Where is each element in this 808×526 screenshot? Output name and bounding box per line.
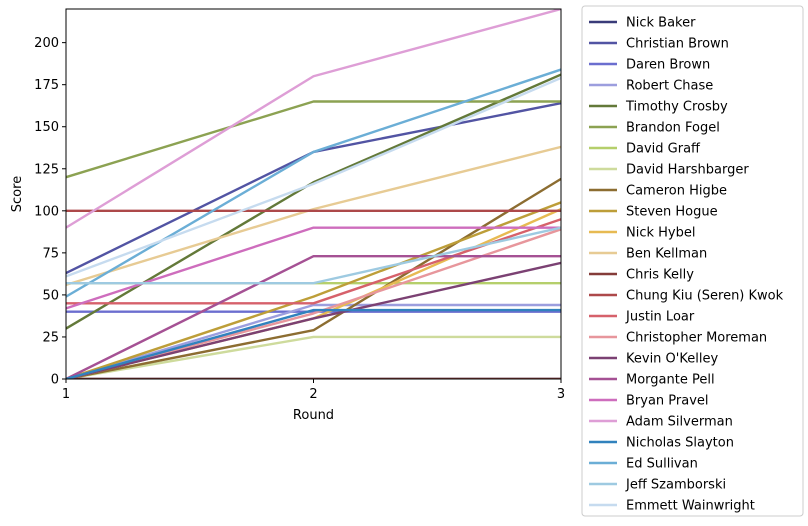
legend-item: Christian Brown [589, 37, 729, 52]
series-line-20 [66, 308, 561, 379]
legend-label: Cameron Higbe [626, 184, 727, 199]
y-tick-label: 75 [42, 246, 59, 261]
plot-frame [65, 8, 562, 380]
y-tick-label: 100 [34, 204, 59, 219]
legend: Nick Baker Christian Brown Daren Brown Robe… [581, 5, 804, 517]
legend-label: Timothy Crosby [625, 100, 728, 115]
series-line-18 [66, 226, 561, 310]
legend-item: Morgante Pell [589, 373, 715, 388]
y-tick-label: 150 [34, 120, 59, 135]
legend-label: Ben Kellman [626, 247, 707, 262]
legend-label: Nick Baker [626, 16, 696, 31]
legend-label: Nicholas Slayton [626, 436, 734, 451]
legend-item: Robert Chase [589, 79, 713, 94]
series-line-7 [66, 335, 561, 379]
series-line-16 [66, 261, 561, 379]
legend-item: Chris Kelly [589, 268, 694, 283]
y-axis: 0 25 50 75 100 125 150 175 200 [34, 36, 66, 388]
y-tick-label: 175 [34, 78, 59, 93]
legend-label: Kevin O'Kelley [626, 352, 718, 367]
series-lines [66, 9, 561, 379]
series-line-19 [66, 9, 561, 229]
legend-item: Brandon Fogel [589, 121, 720, 136]
series-line-8 [66, 177, 561, 379]
legend-item: Daren Brown [589, 58, 710, 73]
x-tick-label: 2 [309, 387, 317, 402]
legend-frame [581, 5, 804, 517]
legend-label: Daren Brown [626, 58, 710, 73]
x-axis: 1 2 3 [62, 379, 565, 402]
series-line-22 [66, 226, 561, 285]
series-line-4 [66, 73, 561, 330]
y-tick-label: 200 [34, 36, 59, 51]
legend-label: Nick Hybel [626, 226, 695, 241]
y-tick-label: 0 [51, 373, 59, 388]
legend-item: Emmett Wainwright [589, 499, 755, 514]
legend-item: Nicholas Slayton [589, 436, 734, 451]
series-line-23 [66, 76, 561, 278]
y-axis-label: Score [10, 176, 25, 212]
legend-label: Robert Chase [626, 79, 713, 94]
legend-item: Kevin O'Kelley [589, 352, 718, 367]
legend-label: Adam Silverman [626, 415, 733, 430]
legend-item: Cameron Higbe [589, 184, 727, 199]
legend-label: David Harshbarger [626, 163, 749, 178]
legend-item: Chung Kiu (Seren) Kwok [589, 289, 784, 304]
legend-label: Bryan Pravel [626, 394, 709, 409]
legend-item: Justin Loar [589, 310, 695, 325]
y-tick-label: 125 [34, 162, 59, 177]
legend-item: Steven Hogue [589, 205, 718, 220]
legend-item: Jeff Szamborski [589, 478, 726, 493]
series-line-5 [66, 100, 561, 179]
x-tick-label: 1 [62, 387, 70, 402]
legend-item: Ed Sullivan [589, 457, 698, 472]
legend-label: Emmett Wainwright [626, 499, 755, 514]
series-line-3 [66, 303, 561, 379]
legend-item: Nick Baker [589, 16, 696, 31]
x-axis-label: Round [293, 408, 334, 423]
legend-label: Justin Loar [625, 310, 695, 325]
series-line-21 [66, 68, 561, 298]
legend-label: David Graff [626, 142, 701, 157]
legend-label: Chris Kelly [626, 268, 694, 283]
legend-label: Brandon Fogel [626, 121, 720, 136]
legend-item: Bryan Pravel [589, 394, 709, 409]
legend-item: Nick Hybel [589, 226, 695, 241]
legend-item: David Harshbarger [589, 163, 749, 178]
legend-label: Steven Hogue [626, 205, 718, 220]
legend-label: Ed Sullivan [626, 457, 698, 472]
legend-item: David Graff [589, 142, 701, 157]
series-line-11 [66, 145, 561, 286]
legend-label: Jeff Szamborski [625, 478, 726, 493]
x-tick-label: 3 [557, 387, 565, 402]
legend-item: Christopher Moreman [589, 331, 767, 346]
series-line-9 [66, 201, 561, 379]
y-tick-label: 50 [42, 288, 59, 303]
legend-item: Ben Kellman [589, 247, 707, 262]
legend-label: Chung Kiu (Seren) Kwok [626, 289, 784, 304]
series-line-17 [66, 255, 561, 379]
legend-item: Timothy Crosby [589, 100, 728, 115]
y-tick-label: 25 [42, 330, 59, 345]
legend-label: Christian Brown [626, 37, 729, 52]
legend-item: Adam Silverman [589, 415, 733, 430]
legend-label: Morgante Pell [626, 373, 715, 388]
legend-label: Christopher Moreman [626, 331, 767, 346]
